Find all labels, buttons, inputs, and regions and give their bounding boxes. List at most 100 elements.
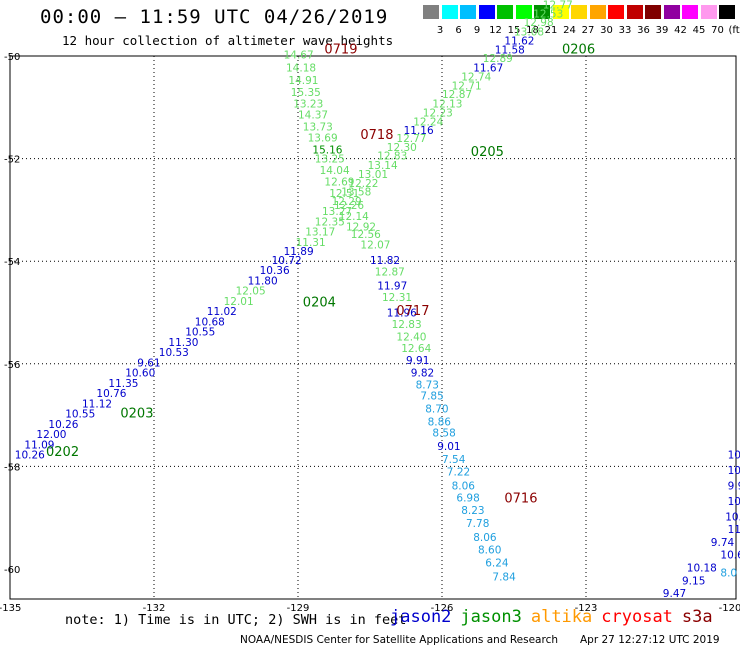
wave-height-value: 13.71 — [552, 0, 582, 3]
wave-height-value: 11.30 — [168, 337, 198, 349]
scale-swatch — [423, 5, 439, 19]
map-frame — [9, 55, 737, 600]
satellite-pass-labels: 0719 0718 0717 0716 0206 0205 0204 0203 0202 — [46, 42, 595, 506]
wave-height-value: 9.61 — [137, 357, 160, 369]
scale-swatch — [460, 5, 476, 19]
scale-label: 12 — [489, 25, 502, 36]
wave-height-value: 13.73 — [303, 121, 333, 133]
scale-swatch — [571, 5, 587, 19]
scale-label: 45 — [692, 25, 706, 36]
lat-tick-label: -56 — [4, 360, 20, 371]
wave-height-value: 11.58 — [495, 44, 525, 56]
wave-height-value: 12.07 — [360, 239, 390, 251]
wave-height-value: 11.02 — [207, 306, 237, 318]
scale-label: 24 — [563, 25, 576, 36]
wave-height-value: 12.26 — [334, 200, 364, 212]
satellite-legend-jason3: jason3 — [460, 607, 522, 627]
wave-height-value: 12.77 — [543, 0, 573, 11]
wave-height-value: 13.27 — [322, 206, 352, 218]
wave-height-value: 12.53 — [533, 9, 563, 21]
wave-height-value: 10.68 — [195, 316, 225, 328]
wave-height-value: 12.83 — [377, 151, 407, 163]
wave-height-value: 12.89 — [483, 53, 513, 65]
map-title: 00:00 – 11:59 UTC 04/26/2019 — [40, 6, 389, 28]
scale-swatch — [589, 5, 606, 19]
wave-height-value: 12.00 — [36, 429, 66, 441]
wave-height-value: 11.80 — [248, 275, 278, 287]
scale-unit: (ft) — [728, 25, 740, 36]
footer-timestamp: Apr 27 12:27:12 UTC 2019 — [580, 634, 720, 646]
pass-label: 0205 — [471, 145, 504, 160]
lon-tick-label: -120 — [719, 603, 740, 614]
wave-height-value: 11.97 — [377, 280, 407, 292]
pass-label: 0718 — [360, 128, 393, 143]
scale-label: 27 — [581, 25, 595, 36]
scale-label: 21 — [544, 25, 558, 36]
scale-swatch — [608, 5, 624, 19]
footer-credit: NOAA/NESDIS Center for Satellite Applica… — [240, 634, 558, 646]
wave-height-value: 12.05 — [236, 286, 266, 298]
wave-height-value: 11.12 — [82, 398, 112, 410]
wave-height-value: 7.78 — [466, 518, 489, 530]
wave-height-value: 10.55 — [65, 409, 95, 421]
pass-label: 0202 — [46, 445, 79, 460]
wave-height-value: 10.76 — [96, 388, 126, 400]
wave-height-value: 8.06 — [473, 532, 497, 544]
units-note: note: 1) Time is in UTC; 2) SWH is in fe… — [65, 612, 407, 628]
scale-swatch — [645, 5, 661, 19]
wave-height-value: 13.23 — [293, 98, 323, 110]
scale-label: 6 — [455, 25, 462, 36]
pass-label: 0203 — [120, 407, 153, 422]
wave-height-value: 12.31 — [382, 292, 412, 304]
pass-label: 0717 — [396, 304, 429, 319]
satellite-legend-s3a: s3a — [681, 607, 713, 627]
wave-height-value: 11.16 — [404, 125, 434, 137]
wave-height-value: 12.24 — [413, 116, 443, 128]
wave-height-value: 10.6 — [720, 550, 740, 562]
scale-swatch — [626, 5, 643, 19]
wave-height-value: 8.23 — [461, 505, 484, 517]
wave-height-value: 13.69 — [308, 133, 338, 145]
scale-label: 30 — [600, 25, 613, 36]
lat-tick-label: -52 — [4, 155, 20, 166]
scale-swatch — [478, 5, 495, 19]
wave-height-value: 8.73 — [416, 379, 439, 391]
wave-height-value: 13.14 — [368, 160, 398, 172]
wave-height-value: 14.18 — [286, 62, 316, 74]
axis-ticks: -135 -132 -129 -126 -123 -120 -50 -52 -54 -56 -58 -… — [0, 52, 740, 614]
scale-swatch — [515, 5, 532, 19]
wave-height-value: 11.0 — [728, 524, 740, 536]
wave-height-value: 11.09 — [24, 439, 54, 451]
scale-swatch — [441, 5, 458, 19]
wave-height-value: 12.92 — [346, 221, 376, 233]
scale-label: 3 — [436, 25, 444, 36]
scale-swatch — [719, 5, 735, 19]
lat-tick-label: -50 — [4, 52, 20, 63]
wave-height-value: 8.70 — [425, 404, 448, 416]
pass-label: 0206 — [562, 42, 595, 57]
wave-height-value: 14.04 — [320, 165, 350, 177]
wave-height-value: 13.25 — [315, 154, 345, 166]
scale-swatch — [663, 5, 680, 19]
wave-height-value: 8.0 — [720, 568, 737, 580]
wave-height-value: 13.08 — [514, 26, 544, 38]
wave-height-value: 15.35 — [291, 87, 321, 99]
wave-height-value: 14.37 — [298, 110, 328, 122]
wave-height-value: 11.96 — [387, 308, 417, 320]
lat-tick-label: -58 — [4, 462, 20, 473]
map-subtitle: 12 hour collection of altimeter wave hei… — [62, 33, 394, 48]
wave-height-value: 9.82 — [411, 368, 434, 380]
wave-height-value: 10.26 — [15, 450, 45, 462]
wave-height-value: 10.53 — [159, 347, 189, 359]
wave-height-value: 10.72 — [272, 255, 302, 267]
wave-height-value: 9.01 — [437, 441, 460, 453]
satellite-legend-cryosat: cryosat — [601, 607, 673, 627]
lat-lon-grid — [9, 55, 737, 600]
wave-height-value: 8.06 — [452, 480, 476, 492]
wave-height-value: 10.26 — [48, 419, 78, 431]
wave-height-value: 12.51 — [329, 188, 359, 200]
wave-height-value: 11.31 — [296, 237, 326, 249]
lat-tick-label: -60 — [4, 565, 20, 576]
wave-height-value: 11.62 — [504, 36, 534, 48]
